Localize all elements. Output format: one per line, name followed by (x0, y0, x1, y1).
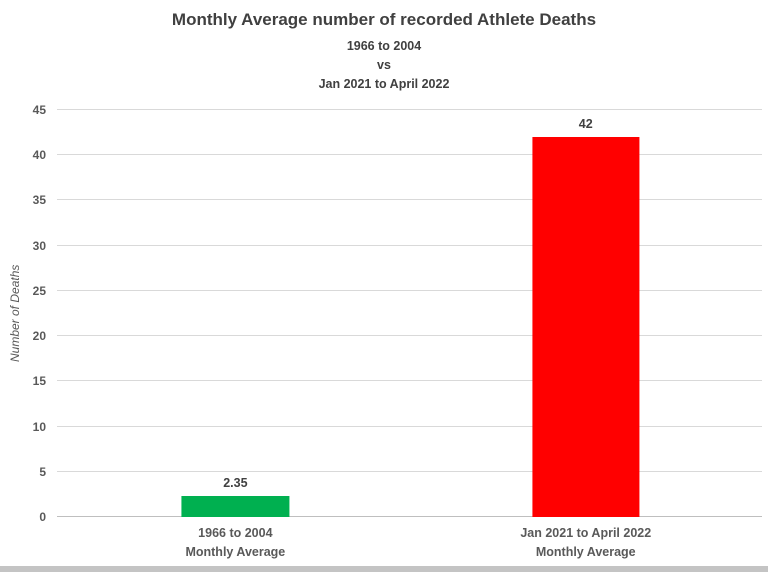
gridline (57, 470, 762, 472)
y-tick-label: 35 (32, 193, 46, 208)
gridline (57, 516, 762, 517)
y-axis-labels: 0 5 10 15 20 25 30 35 40 45 (0, 103, 46, 524)
gridline (57, 199, 762, 201)
chart-subtitle-line1: 1966 to 2004 (346, 39, 422, 53)
bar-value-label-1966-2004: 2.35 (223, 475, 248, 490)
bottom-edge (0, 566, 768, 572)
gridline (57, 380, 762, 382)
y-tick-label: 45 (32, 103, 46, 117)
y-tick-label: 10 (32, 419, 46, 434)
gridline (57, 154, 762, 156)
category-line: Jan 2021 to April 2022 (520, 526, 652, 540)
chart-subtitle-line3: Jan 2021 to April 2022 (318, 77, 450, 91)
category-line: Monthly Average (185, 545, 286, 559)
y-tick-label: 25 (32, 283, 46, 298)
x-axis-labels: 1966 to 2004 Monthly Average Jan 2021 to… (57, 524, 762, 564)
gridline (57, 289, 762, 291)
plot-area: 2.35 42 (57, 109, 762, 517)
category-line: 1966 to 2004 (198, 526, 273, 540)
gridline (57, 244, 762, 246)
chart-header: Monthly Average number of recorded Athle… (0, 10, 768, 94)
category-label-2021-2022: Jan 2021 to April 2022 Monthly Average (520, 524, 651, 562)
chart-subtitle-line2: vs (377, 58, 391, 72)
y-tick-label: 15 (32, 374, 46, 389)
y-tick-label: 40 (32, 148, 46, 163)
category-line: Monthly Average (535, 545, 636, 559)
y-tick-label: 0 (39, 510, 46, 524)
bar-value-label-2021-2022: 42 (578, 117, 593, 132)
y-tick-label: 20 (32, 329, 46, 344)
category-label-1966-2004: 1966 to 2004 Monthly Average (185, 524, 285, 562)
y-tick-label: 30 (32, 238, 46, 253)
bar-2021-2022: 42 (532, 117, 640, 517)
bar-1966-2004: 2.35 (181, 476, 289, 517)
gridline (57, 425, 762, 427)
gridline (57, 335, 762, 337)
chart-title: Monthly Average number of recorded Athle… (171, 10, 597, 29)
y-tick-label: 5 (39, 464, 46, 479)
gridline (57, 109, 762, 110)
